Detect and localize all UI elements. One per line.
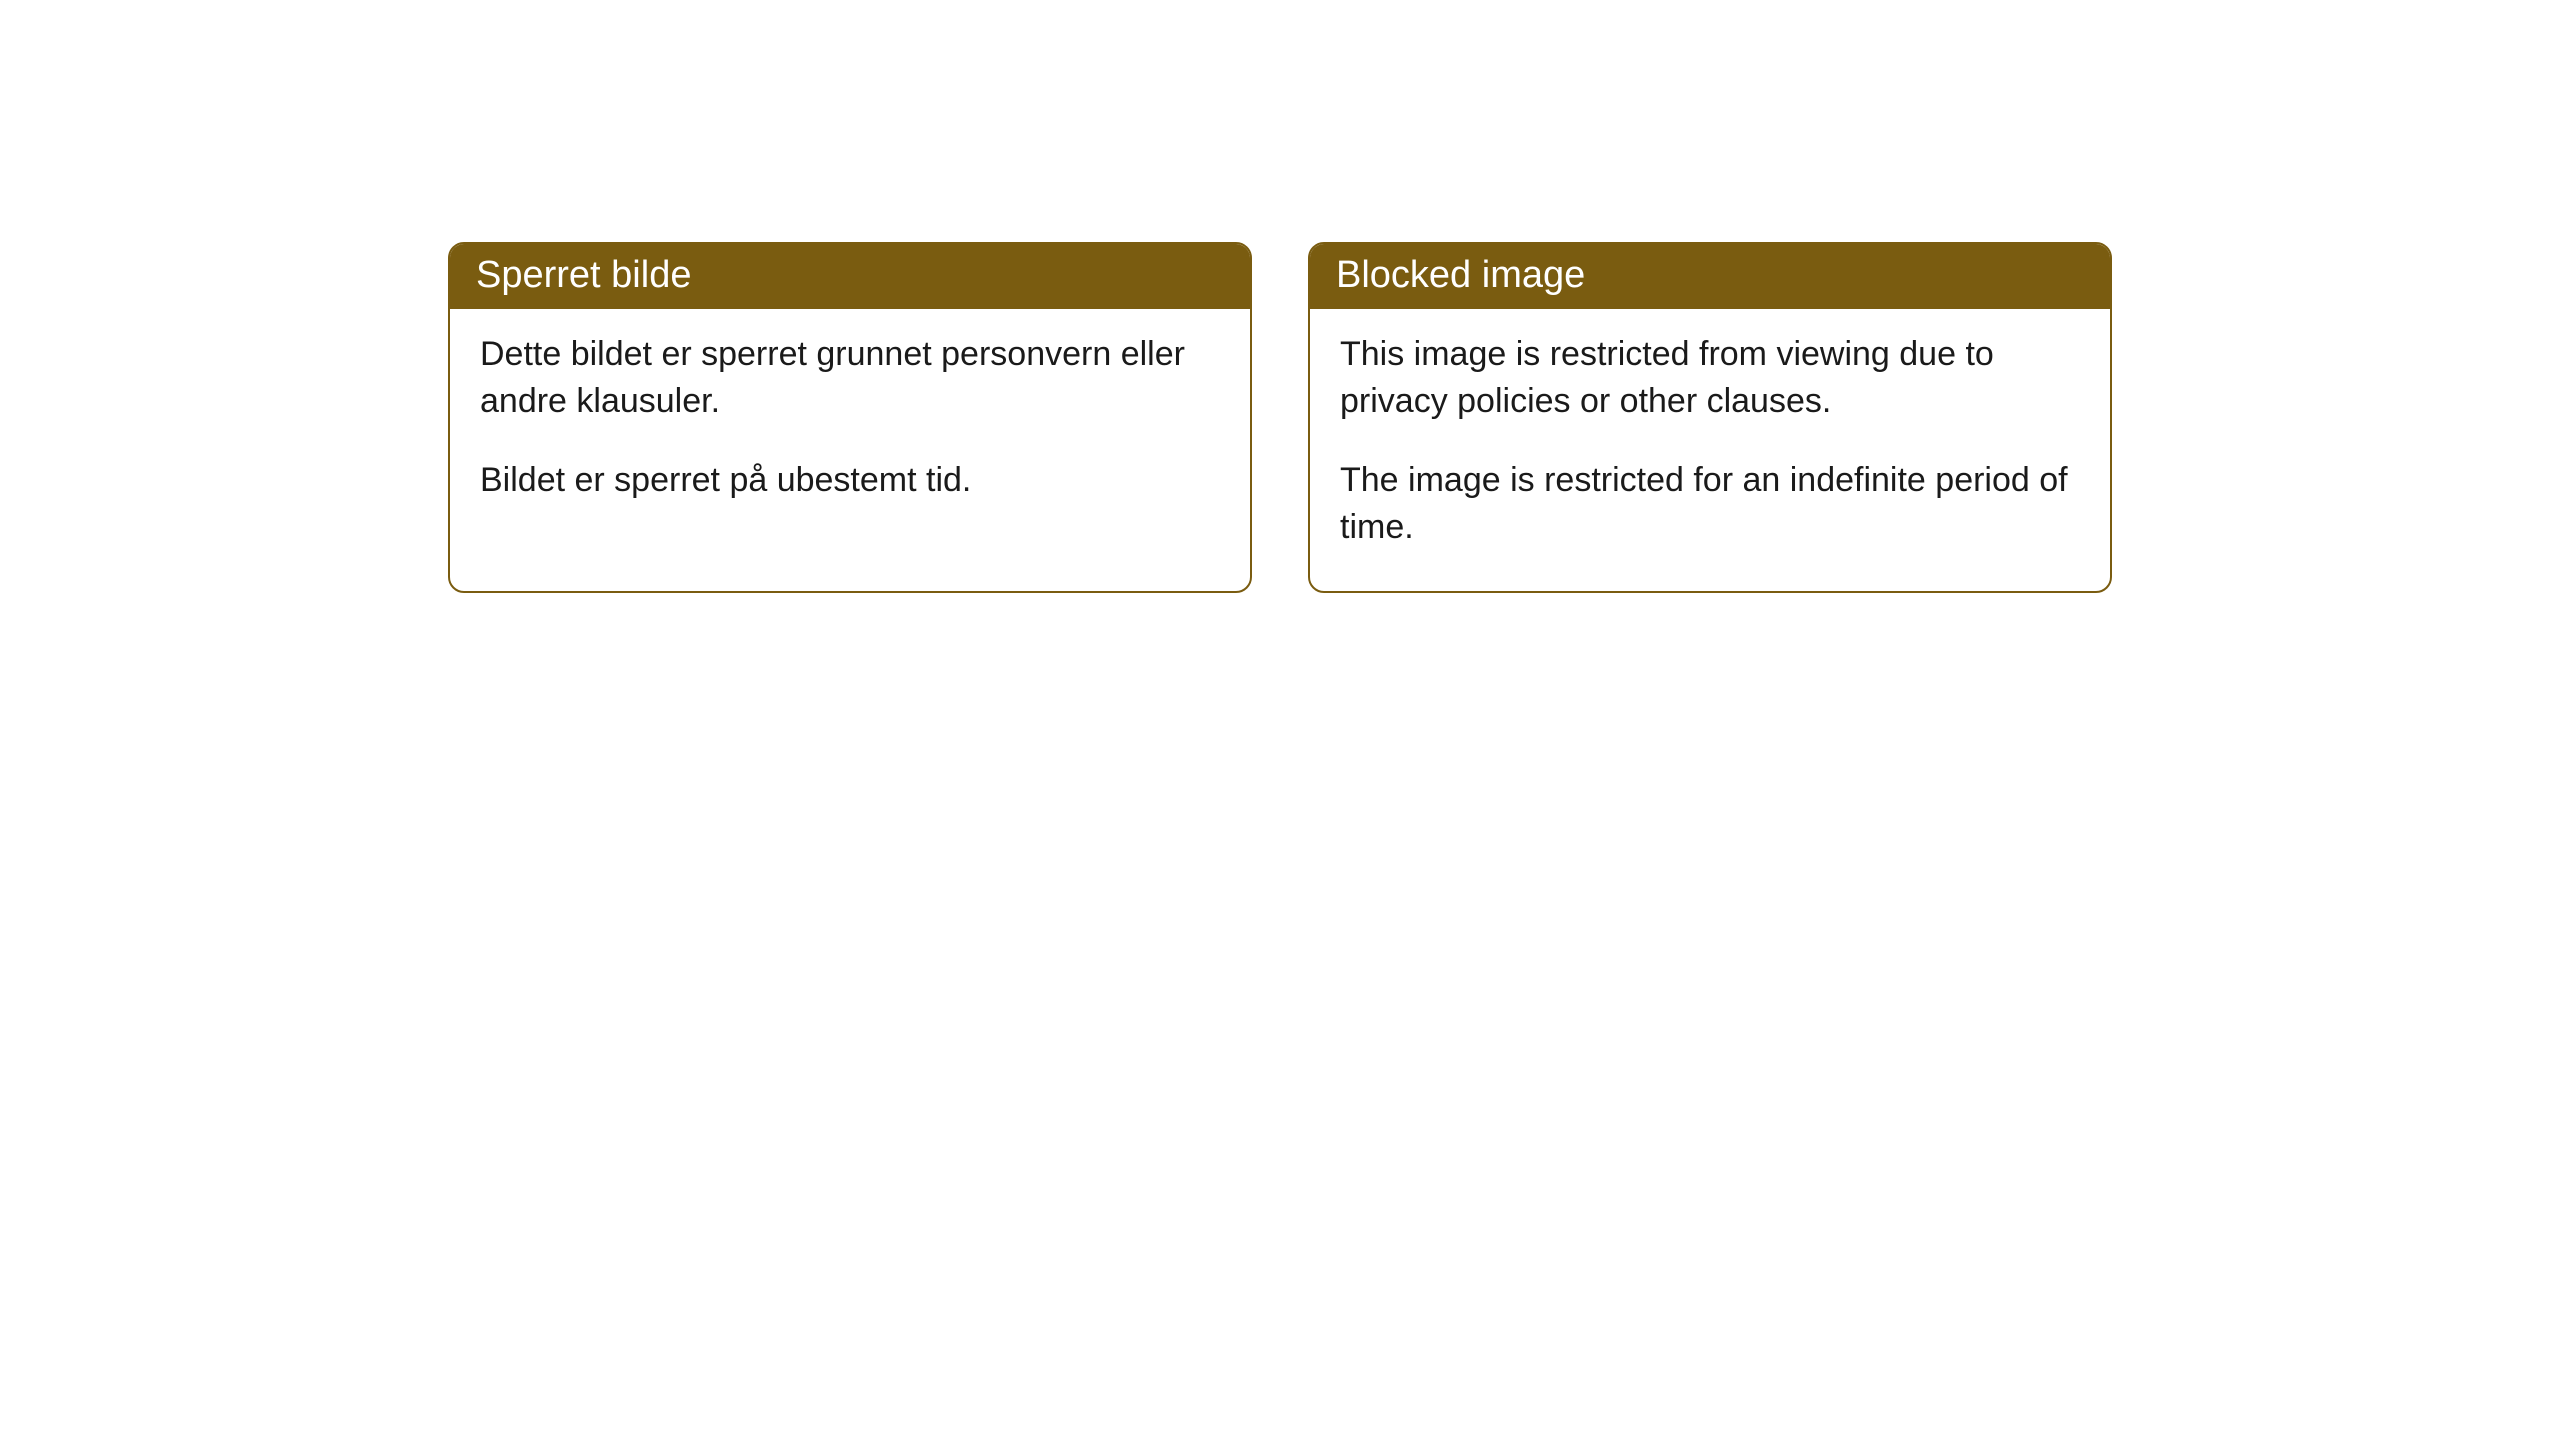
card-paragraph: Dette bildet er sperret grunnet personve… [480,331,1220,425]
card-body: Dette bildet er sperret grunnet personve… [450,309,1250,544]
notice-cards-container: Sperret bilde Dette bildet er sperret gr… [448,242,2112,593]
card-header: Sperret bilde [450,244,1250,309]
notice-card-english: Blocked image This image is restricted f… [1308,242,2112,593]
card-header: Blocked image [1310,244,2110,309]
card-paragraph: The image is restricted for an indefinit… [1340,457,2080,551]
card-body: This image is restricted from viewing du… [1310,309,2110,591]
notice-card-norwegian: Sperret bilde Dette bildet er sperret gr… [448,242,1252,593]
card-paragraph: This image is restricted from viewing du… [1340,331,2080,425]
card-paragraph: Bildet er sperret på ubestemt tid. [480,457,1220,504]
